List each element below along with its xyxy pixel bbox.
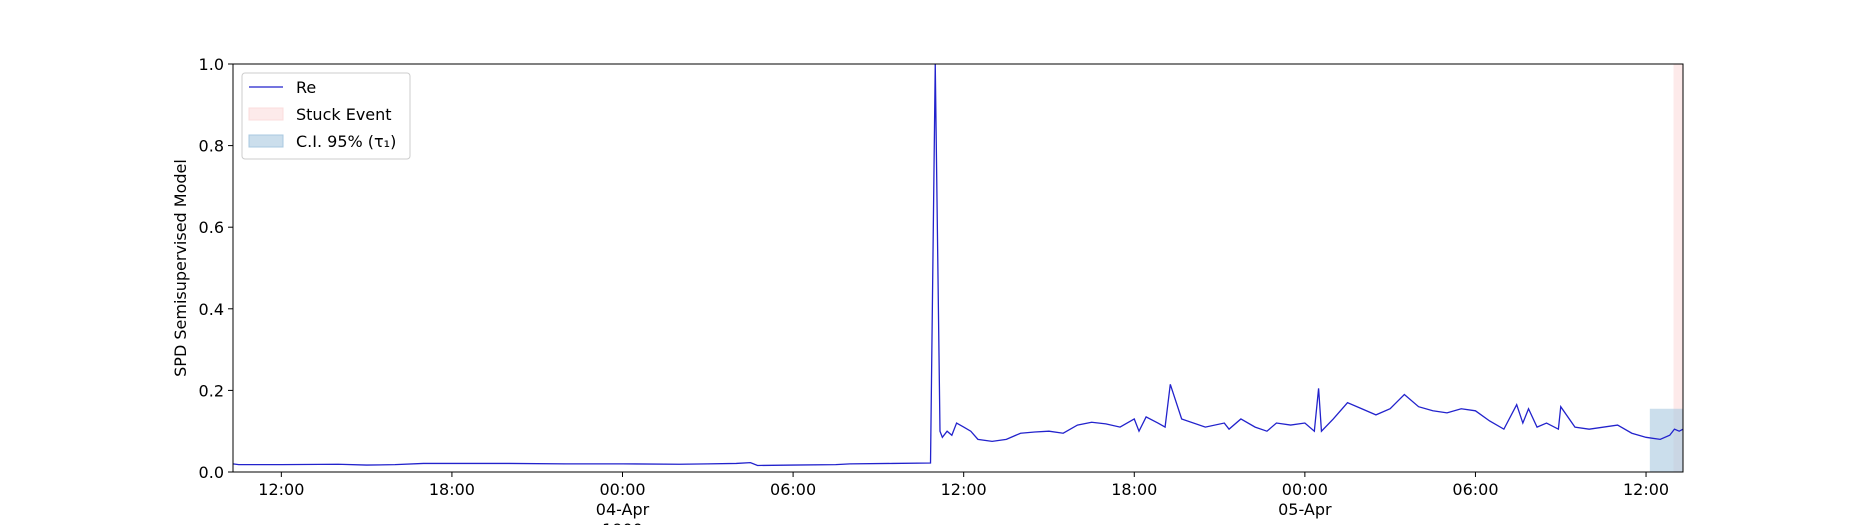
x-tick-label: 18:00 [429,480,475,499]
x-tick-label-line: 04-Apr [596,500,650,519]
plot-frame [232,63,1684,473]
line [232,63,1684,467]
legend-box [241,72,411,160]
x-tick-label: 12:00 [941,480,987,499]
legend-label: C.I. 95% (τ₁) [296,132,396,151]
x-tick-label-line: 12:00 [258,480,304,499]
y-tick-label: 0.4 [199,300,224,319]
x-tick-label-line: 05-Apr [1278,500,1332,519]
x-tick-label-line: 06:00 [1452,480,1498,499]
legend-swatch [248,107,284,121]
x-tick-label: 00:00 05-Apr [1278,480,1332,519]
x-tick-label-line: 18:00 [429,480,475,499]
x-tick-label: 06:00 [770,480,816,499]
x-tick-label-line: 12:00 [1623,480,1669,499]
x-tick-label: 18:00 [1111,480,1157,499]
x-tick-label: 12:00 [258,480,304,499]
legend-label: Re [296,78,316,97]
x-tick-label: 06:00 [1452,480,1498,499]
y-tick-label: 0.8 [199,137,224,156]
x-tick-label-line: 12:00 [941,480,987,499]
x-tick-label: 12:00 [1623,480,1669,499]
y-tick-label: 0.2 [199,381,224,400]
x-tick-label-line: 18:00 [1111,480,1157,499]
span [1649,408,1683,472]
legend-swatch [248,134,284,148]
legend-label: Stuck Event [296,105,392,124]
span [1673,64,1683,472]
y-tick-label: 0.0 [199,463,224,482]
x-tick-label-line: 06:00 [770,480,816,499]
y-tick-label: 0.6 [199,218,224,237]
y-axis-label: SPD Semisupervised Model [171,159,190,377]
x-tick-label-line: 00:00 [599,480,645,499]
x-tick-label-line: 1900 [602,520,643,525]
y-tick-label: 1.0 [199,55,224,74]
x-tick-label-line: 00:00 [1282,480,1328,499]
